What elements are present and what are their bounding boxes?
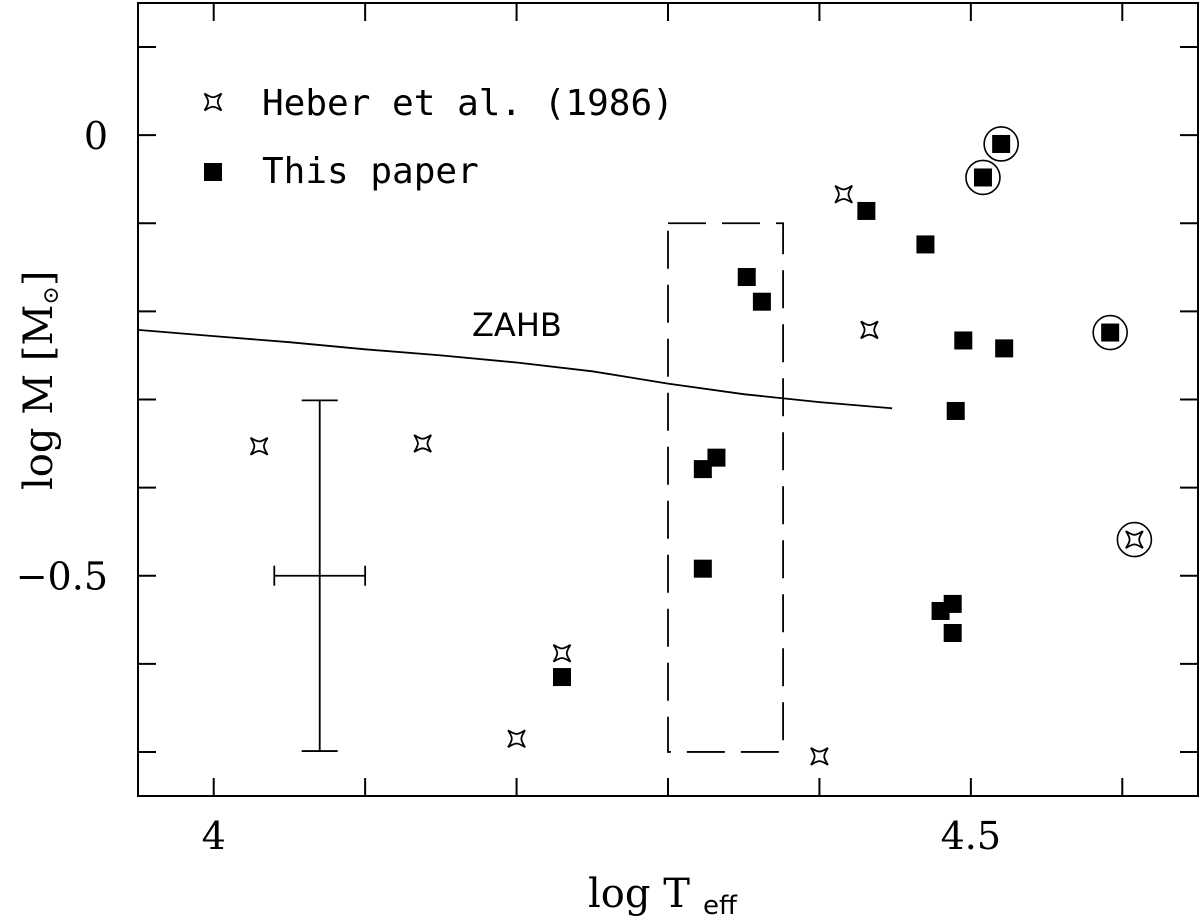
zahb-label: ZAHB [472, 306, 562, 344]
y-tick-label: 0 [84, 114, 108, 158]
this-paper-point [857, 201, 876, 220]
this-paper-point [954, 331, 973, 350]
y-tick-label: −0.5 [16, 555, 108, 599]
heber-point [249, 436, 269, 456]
heber-point [860, 320, 879, 340]
heber-point [1125, 530, 1144, 549]
this-paper-point [737, 268, 756, 287]
plot-area [137, 126, 1153, 766]
tick-marks [138, 3, 1198, 796]
circled-point-ring [1116, 521, 1153, 558]
heber-point [810, 747, 829, 766]
this-paper-point [707, 448, 726, 467]
x-axis-title-subscript: eff [703, 891, 738, 917]
heber-point [834, 184, 853, 204]
this-paper-point [992, 134, 1011, 153]
this-paper-point [553, 668, 571, 687]
this-paper-point [946, 401, 965, 420]
x-axis-title-main: log T [588, 871, 690, 917]
this-paper-point [943, 623, 962, 642]
this-paper-point [693, 460, 712, 479]
heber-point [507, 729, 526, 748]
legend-label-this-paper: This paper [262, 151, 479, 192]
x-axis-title: log T eff [588, 871, 738, 917]
legend-square-marker [204, 163, 222, 181]
x-tick-label: 4 [202, 814, 226, 858]
error-bar [273, 399, 367, 752]
this-paper-point [943, 594, 962, 613]
legend: Heber et al. (1986) This paper [203, 83, 674, 192]
circled-point-ring [1092, 314, 1128, 351]
x-tick-label: 4.5 [941, 814, 1001, 858]
legend-label-heber: Heber et al. (1986) [262, 83, 674, 124]
circled-point-ring [965, 159, 1001, 196]
y-axis-title-main: log M [M⊙] [16, 271, 64, 490]
this-paper-point [916, 235, 935, 254]
heber-point [413, 434, 432, 453]
zahb-line [137, 329, 893, 410]
y-axis-title: log M [M⊙] [16, 271, 64, 490]
legend-star-marker [203, 92, 223, 112]
tick-labels: 4 4.5 0 −0.5 [16, 114, 1001, 858]
dashed-box [667, 222, 784, 753]
heber-point [552, 644, 572, 663]
this-paper-point [752, 292, 771, 311]
this-paper-point [995, 339, 1014, 358]
this-paper-point [1101, 323, 1120, 342]
this-paper-point [693, 559, 712, 578]
circled-point-ring [983, 126, 1019, 162]
this-paper-point [973, 168, 992, 187]
legend-star-shape [203, 92, 223, 112]
